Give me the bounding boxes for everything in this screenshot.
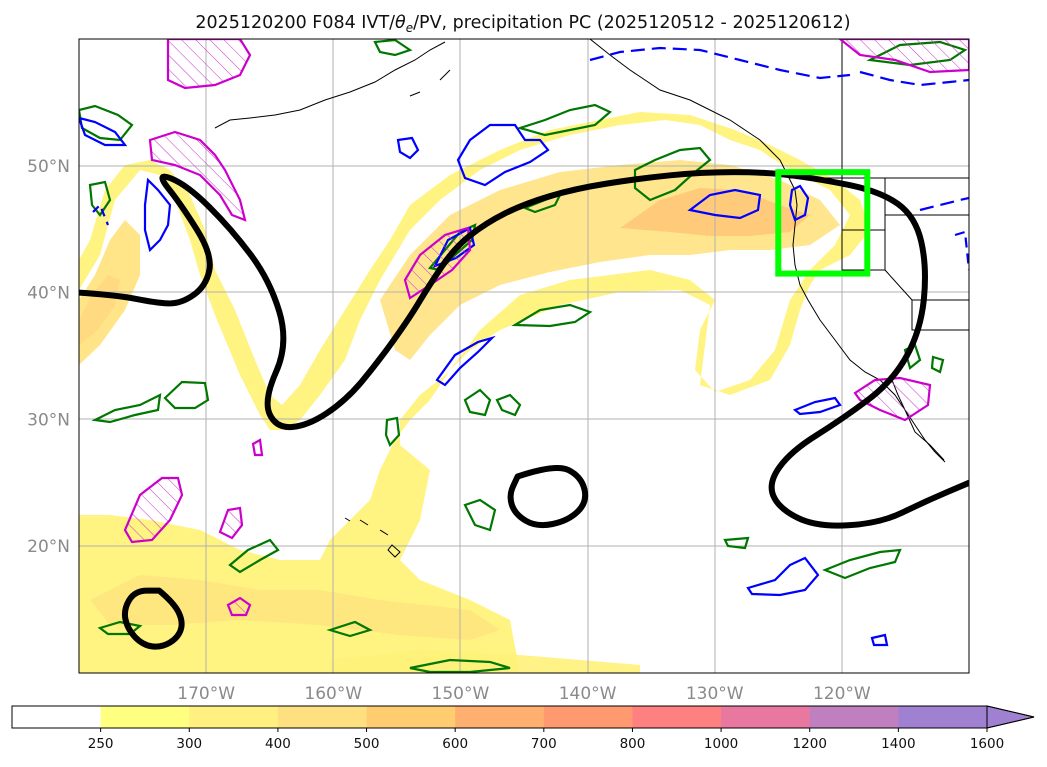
lat-tick-label: 50°N — [27, 157, 70, 177]
colorbar-tick-label: 600 — [442, 736, 468, 752]
ivt-fill-south — [90, 575, 500, 640]
colorbar-tick-label: 500 — [354, 736, 380, 752]
precip-contour-2 — [148, 130, 247, 222]
colorbar-swatch — [632, 706, 722, 728]
thetae-contour-16 — [373, 39, 413, 57]
lat-tick-label: 40°N — [27, 284, 70, 304]
colorbar-tick-label: 1600 — [970, 736, 1004, 752]
thetae-contour-2 — [516, 103, 613, 137]
thetae-contour-13 — [822, 548, 902, 580]
thetae-contour-12 — [228, 538, 280, 574]
colorbar-extend-arrow — [986, 705, 1035, 729]
chart-title: 2025120200 F084 IVT/θe/PV, precipitation… — [195, 13, 850, 35]
pv-dashed-4 — [954, 230, 969, 271]
precip-contour-1 — [166, 39, 252, 90]
pv-dashed-2 — [859, 70, 969, 87]
precip-contour-8 — [226, 596, 252, 617]
pv-contour-10 — [788, 184, 810, 222]
colorbar-tick-label: 800 — [620, 736, 646, 752]
colorbar-swatch — [277, 706, 368, 728]
pv-contour-1 — [456, 123, 550, 187]
lon-tick-label: 140°W — [559, 684, 617, 704]
colorbar-tick-label: 300 — [176, 736, 202, 752]
colorbar-swatch — [366, 706, 456, 728]
pv-contour-7 — [687, 188, 762, 220]
pv-contour-4 — [79, 116, 128, 147]
thetae-contour-22 — [723, 536, 750, 550]
colorbar-tick-label: 700 — [531, 736, 557, 752]
pv-contour-8 — [746, 556, 820, 597]
thetae-contour-21 — [384, 416, 401, 448]
precip-contour-9 — [251, 438, 264, 457]
jet-contour-1 — [79, 169, 969, 529]
latitude-tick-labels: 20°N 30°N 40°N 50°N — [27, 157, 70, 557]
colorbar-tick-label: 1400 — [881, 736, 915, 752]
coast-west-us — [792, 189, 946, 463]
colorbar-tick-label: 1200 — [793, 736, 827, 752]
colorbar-tick-label: 250 — [88, 736, 114, 752]
colorbar-swatch — [809, 706, 899, 728]
precip-contour-4 — [838, 39, 969, 74]
colorbar-outline — [11, 705, 1035, 729]
thetae-contour-1 — [79, 104, 134, 142]
thetae-contour-18 — [326, 620, 373, 638]
thetae-contour-11 — [463, 498, 497, 532]
thetae-contour-7 — [163, 380, 210, 410]
colorbar-swatch — [100, 706, 190, 728]
state-borders — [841, 39, 969, 331]
hawaii-islands — [344, 517, 401, 558]
longitude-tick-labels: 170°W 160°W 150°W 140°W 130°W 120°W — [177, 684, 871, 704]
pv-contour-3 — [143, 177, 172, 253]
colorbar-swatch — [455, 706, 545, 728]
lat-tick-label: 20°N — [27, 537, 70, 557]
thetae-contour-5 — [511, 303, 593, 328]
lon-tick-label: 160°W — [304, 684, 362, 704]
colorbar-swatch — [543, 706, 633, 728]
lon-tick-label: 120°W — [813, 684, 871, 704]
precip-contour-6 — [123, 476, 184, 544]
pv-dashed-3 — [919, 196, 969, 212]
jet-contours — [79, 169, 969, 650]
colorbar-swatch — [898, 706, 988, 728]
ivt-shading — [79, 112, 870, 673]
map-frame — [78, 38, 970, 674]
thetae-contour-17 — [97, 620, 143, 636]
lon-tick-label: 170°W — [177, 684, 235, 704]
pv-contours — [79, 46, 969, 647]
pv-dashed-1 — [589, 46, 851, 80]
lat-tick-label: 30°N — [27, 410, 70, 430]
highlight-region-box — [775, 169, 871, 277]
precip-pc-contours — [123, 39, 969, 617]
coast-bc — [589, 39, 796, 191]
jet-contour-2 — [507, 465, 589, 529]
thetae-contour-9 — [463, 388, 492, 417]
colorbar-tick-label: 400 — [265, 736, 291, 752]
pv-contour-2 — [396, 136, 420, 160]
precip-contour-7 — [218, 506, 244, 540]
thetae-contour-10 — [495, 393, 522, 417]
pv-contour-11 — [870, 633, 889, 647]
thetae-contour-20 — [88, 180, 112, 217]
pv-contour-6 — [435, 335, 496, 387]
lon-tick-label: 130°W — [686, 684, 744, 704]
colorbar: 250 300 400 500 600 700 800 1000 1200 1400 1600 — [11, 705, 1035, 752]
colorbar-swatch — [12, 706, 102, 728]
thetae-contour-14 — [409, 658, 511, 673]
lon-tick-label: 150°W — [432, 684, 490, 704]
colorbar-swatch — [721, 706, 811, 728]
pv-contour-9 — [792, 396, 842, 416]
jet-contour-3 — [121, 587, 185, 650]
pv-dashed-5 — [92, 203, 110, 226]
coast-alaska — [214, 41, 451, 129]
precip-contour-3 — [403, 226, 472, 300]
colorbar-tick-label: 1000 — [704, 736, 738, 752]
thetae-contour-3 — [633, 146, 712, 202]
colorbar-swatch — [189, 706, 279, 728]
thetae-contour-8 — [91, 393, 162, 424]
